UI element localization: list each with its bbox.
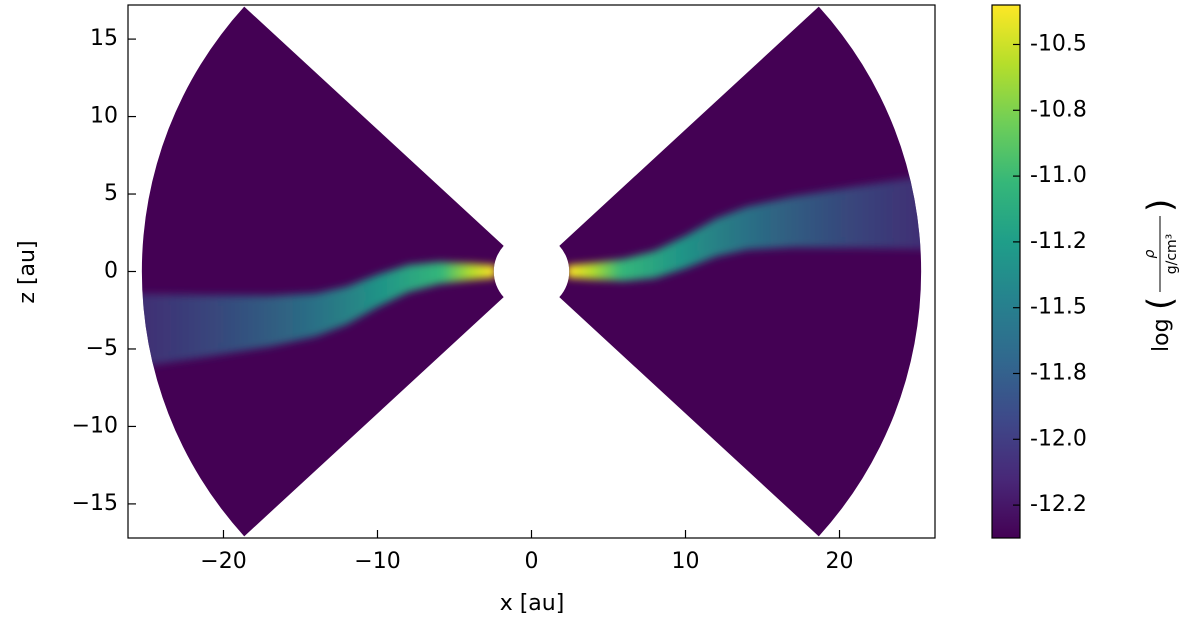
disk-density: [566, 172, 922, 281]
colorbar-tick-label: -11.8: [1030, 360, 1087, 385]
wedge: [559, 6, 922, 537]
x-axis-label: x [au]: [500, 591, 565, 616]
wedge: [141, 6, 504, 537]
disk-clip: [141, 262, 497, 371]
y-tick-label: 10: [90, 104, 118, 129]
x-tick-label: 0: [525, 549, 539, 574]
y-tick-label: −5: [86, 336, 118, 361]
x-tick-label: −20: [200, 549, 246, 574]
colorbar-tick-label: -11.2: [1030, 229, 1087, 254]
disk-clip: [566, 172, 922, 281]
y-tick-label: −15: [72, 491, 118, 516]
colorbar-label-numerator: ρ: [1142, 249, 1158, 258]
colorbar: [991, 4, 1021, 539]
x-tick-label: −10: [354, 549, 400, 574]
colorbar-label: log ( ρ g/cm³ ): [1141, 199, 1181, 352]
x-tick-label: 20: [826, 549, 854, 574]
colorbar-tick-label: -12.2: [1030, 492, 1087, 517]
colorbar-label-func: log: [1149, 318, 1174, 352]
colorbar-tick-label: -10.5: [1030, 31, 1087, 56]
x-tick-label: 10: [672, 549, 700, 574]
y-tick-label: −10: [72, 413, 118, 438]
colorbar-tick-label: -11.5: [1030, 295, 1087, 320]
colorbar-tick-label: -12.0: [1030, 426, 1087, 451]
colorbar-tick-label: -11.0: [1030, 163, 1087, 188]
colorbar-label-denominator: g/cm³: [1164, 234, 1180, 275]
y-tick-label: 15: [90, 26, 118, 51]
disk-density: [141, 262, 497, 371]
y-tick-label: 0: [104, 259, 118, 284]
paren: ): [1141, 199, 1181, 212]
field: [141, 6, 922, 537]
colorbar-tick-label: -10.8: [1030, 97, 1087, 122]
y-tick-label: 5: [104, 181, 118, 206]
paren: (: [1141, 297, 1181, 310]
y-axis-label: z [au]: [15, 240, 40, 303]
